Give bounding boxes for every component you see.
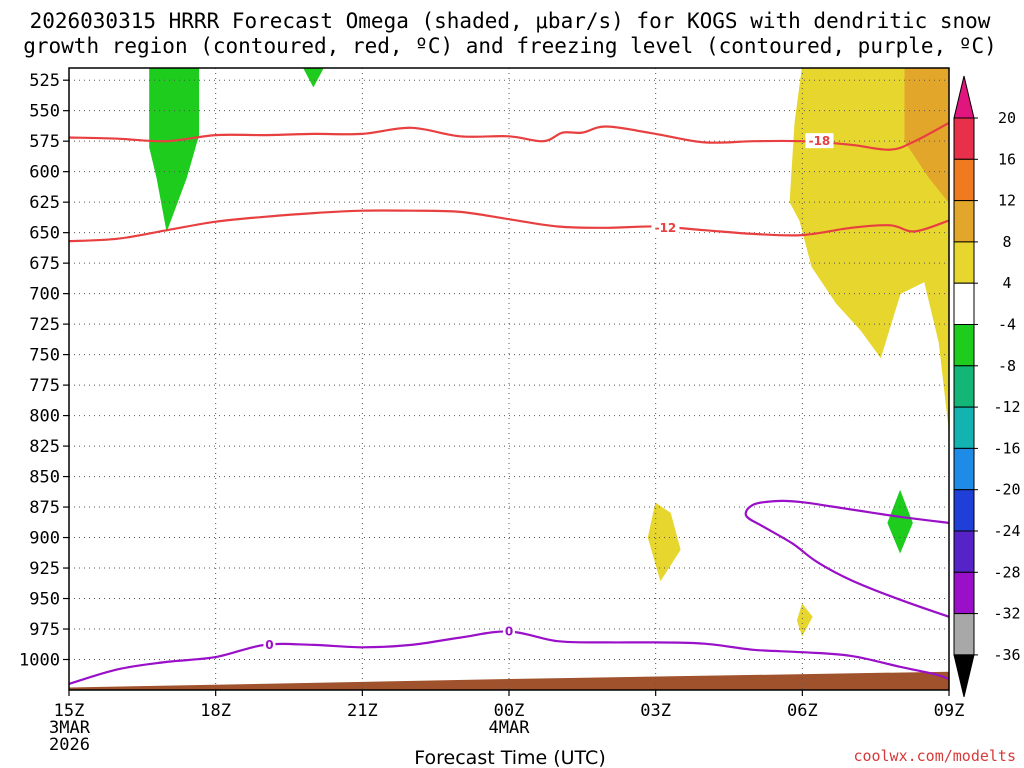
x-tick-label: 15Z (54, 701, 85, 721)
y-tick-label: 575 (29, 132, 60, 152)
colorbar-swatch (953, 158, 975, 202)
y-tick-label: 750 (29, 346, 60, 366)
colorbar-label: 4 (1002, 274, 1011, 292)
x-axis-label: Forecast Time (UTC) (414, 747, 605, 768)
grid-layer (69, 68, 949, 690)
x-tick-label: 18Z (200, 701, 231, 721)
x-tick-label: 21Z (347, 701, 378, 721)
y-tick-label: 675 (29, 254, 60, 274)
y-tick-label: 1000 (19, 651, 60, 671)
omega-region (796, 603, 813, 637)
colorbar-swatch (953, 447, 975, 491)
y-tick-label: 650 (29, 224, 60, 244)
terrain-layer (69, 671, 949, 690)
x-tick-date: 4MAR (489, 718, 531, 738)
y-tick-label: 725 (29, 315, 60, 335)
y-tick-label: 600 (29, 163, 60, 183)
y-tick-label: 950 (29, 590, 60, 610)
freezing-level-label: 0 (505, 624, 513, 638)
colorbar-swatch (953, 613, 975, 656)
colorbar-label: -20 (993, 481, 1020, 499)
y-tick-label: 900 (29, 529, 60, 549)
contour-label-bg (503, 623, 515, 639)
terrain-fill (69, 671, 949, 690)
y-tick-label: 875 (29, 498, 60, 518)
colorbar-swatch (953, 530, 975, 573)
omega-colorbar: 20 16 12 8 4 -4 -8 -12 -16 -20 -24 -28 -32 -36 (953, 75, 1021, 698)
colorbar-swatch (953, 365, 975, 408)
x-tick-year: 2026 (49, 735, 90, 755)
colorbar-label: -32 (993, 605, 1020, 623)
colorbar-swatch (953, 406, 975, 449)
colorbar-label: -12 (993, 398, 1020, 416)
colorbar-label: -28 (993, 563, 1020, 581)
freezing-level-label: 0 (265, 638, 273, 652)
freezing-level-contour (744, 499, 949, 618)
colorbar-label: 12 (998, 192, 1016, 210)
colorbar-label: -36 (993, 646, 1020, 664)
y-tick-label: 625 (29, 193, 60, 213)
dgz-contour-label: -12 (655, 221, 677, 235)
colorbar-label: -24 (993, 522, 1020, 540)
colorbar-label: -4 (998, 316, 1016, 334)
dgz-contour-line (69, 209, 949, 243)
y-tick-label: 525 (29, 71, 60, 91)
y-tick-label: 975 (29, 620, 60, 640)
omega-region (647, 502, 681, 582)
contour-label-bg (263, 636, 276, 652)
y-tick-label: 850 (29, 468, 60, 488)
colorbar-swatch (953, 489, 975, 532)
y-axis: 525 550 575 600 625 650 675 700 725 750 775 800 825 8… (19, 71, 69, 671)
omega-shading-layer (149, 68, 949, 637)
y-tick-label: 925 (29, 559, 60, 579)
y-tick-label: 700 (29, 285, 60, 305)
omega-region (789, 68, 949, 428)
colorbar-label: 8 (1002, 233, 1011, 251)
x-tick-label: 03Z (640, 701, 671, 721)
colorbar-swatch (953, 324, 975, 367)
colorbar-top-arrow (953, 75, 975, 119)
y-tick-label: 800 (29, 407, 60, 427)
colorbar-swatch (953, 200, 975, 243)
omega-region (149, 68, 200, 233)
y-tick-label: 825 (29, 437, 60, 457)
colorbar-swatch (953, 282, 975, 326)
x-tick-date: 3MAR (49, 718, 91, 738)
colorbar-swatch (953, 571, 975, 615)
omega-region (887, 489, 913, 554)
colorbar-label: -16 (993, 439, 1020, 457)
source-credit[interactable]: coolwx.com/modelts (853, 747, 1016, 765)
contour-label-bg (805, 133, 834, 149)
chart-title-line1: 2026030315 HRRR Forecast Omega (shaded, … (30, 9, 991, 33)
colorbar-bottom-arrow (953, 654, 975, 698)
colorbar-label: 20 (998, 109, 1016, 127)
omega-region (303, 68, 324, 88)
colorbar-swatch (953, 241, 975, 284)
colorbar-swatch (953, 117, 975, 160)
freezing-level-contour (69, 630, 949, 685)
colorbar-label: 16 (998, 150, 1016, 168)
x-tick-label: 06Z (787, 701, 818, 721)
y-tick-label: 775 (29, 376, 60, 396)
chart-title-line2: growth region (contoured, red, ºC) and f… (23, 34, 997, 58)
x-tick-label: 09Z (934, 701, 965, 721)
colorbar-label: -8 (998, 357, 1016, 375)
contour-label-layer: -18 -12 0 0 (263, 133, 834, 652)
dgz-contour-label: -18 (809, 134, 831, 148)
contour-label-bg (651, 219, 680, 235)
x-tick-label: 00Z (494, 701, 525, 721)
y-tick-label: 550 (29, 102, 60, 122)
